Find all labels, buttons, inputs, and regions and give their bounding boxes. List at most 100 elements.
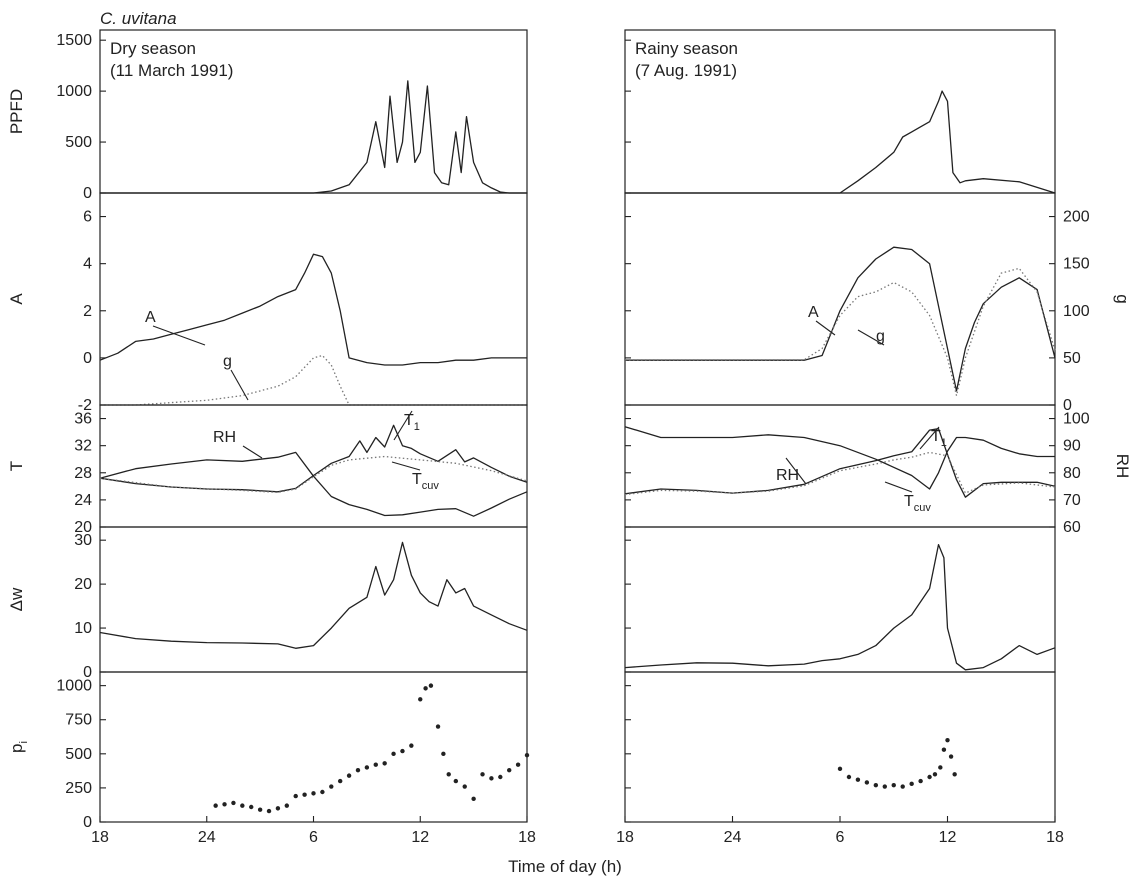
rainy-xtick-label: 18 [616, 829, 634, 846]
rainy-row-5-series-1-point [855, 777, 861, 782]
rainy-row-2-series-a-line [625, 246, 1056, 392]
rainy-row-3-annot-rh: RH [776, 467, 799, 484]
rainy-panel: 0 50 100 150 200 g Ag 60 70 80 90 100 RH RH T1 Tcuv 18 24… [616, 29, 1130, 846]
species-label: C. uvitana [100, 9, 177, 28]
rainy-row-3-annot-t1-leader [919, 426, 940, 450]
dry-row-4-ytick-label: 0 [83, 664, 92, 681]
dry-row-5-series-1-point [435, 724, 441, 729]
rainy-row-3-series-t1-line [624, 428, 1056, 498]
dry-row-1-ytick-label: 500 [65, 134, 92, 151]
dry-row-5-series-1-point [222, 802, 227, 807]
dry-row-5-series-1-point [320, 789, 325, 795]
dry-row-5-series-1-point [240, 803, 245, 808]
dry-xtick-label: 6 [309, 829, 318, 846]
rainy-row-4-frame [624, 526, 1056, 673]
dry-row-5-series-1-point [446, 772, 451, 777]
dry-row-5-series-1-point [302, 792, 307, 797]
rainy-row-3-y2tick-label: 90 [1063, 438, 1081, 455]
dry-row-2-annot-g: g [223, 353, 232, 370]
dry-row-5-series-1-point [213, 803, 218, 808]
dry-row-5-series-1-point [515, 762, 521, 767]
rainy-row-5-series-1-point [945, 737, 950, 743]
rainy-row-2-y2tick-label: 0 [1063, 397, 1072, 414]
dry-row-5-series-1-point [284, 803, 290, 808]
dry-row-5-series-1-point [423, 686, 428, 691]
dry-row-2-series-a-line [99, 253, 527, 366]
dry-row-5-series-1-point [231, 800, 236, 806]
dry-row-3-ytick-label: 36 [74, 411, 92, 428]
dry-row-4-ylabel: Δw [7, 587, 26, 611]
rainy-row-2-y2label: g [1113, 294, 1130, 303]
rainy-row-3-annot-tcuv: Tcuv [904, 493, 931, 514]
dry-row-3-annot-t1: T1 [404, 412, 420, 433]
dry-row-5-series-1-point [337, 778, 343, 784]
dry-row-2-annot-a-leader [152, 325, 206, 346]
rainy-row-5-series-1-point [864, 780, 870, 785]
dry-row-5-series-1-point [346, 773, 352, 778]
dry-row-5-series-1-point [266, 808, 272, 814]
dry-row-1-series-1-line [100, 80, 527, 194]
dry-row-2-ylabel: A [7, 293, 26, 305]
dry-row-5-series-1-point [382, 761, 387, 766]
dry-row-4-ytick-label: 10 [74, 620, 92, 637]
rainy-row-2-y2tick-label: 150 [1063, 256, 1090, 273]
rainy-row-2-annot-a: A [808, 304, 819, 321]
rainy-xtick-label: 12 [939, 829, 957, 846]
dry-row-5-series-1-point [489, 776, 494, 781]
rainy-row-5-series-1-point [909, 781, 914, 787]
dry-row-2-series-g-line [100, 354, 527, 406]
dry-row-4-series-1-line [99, 541, 528, 649]
dry-row-5-ytick-label: 500 [65, 746, 92, 763]
dry-panel-title: Dry season [110, 39, 196, 58]
rainy-row-5-series-1-point [941, 747, 947, 752]
dry-row-3-series-t1-line [99, 424, 528, 493]
dry-row-3-ytick-label: 20 [74, 519, 92, 536]
x-axis-label: Time of day (h) [508, 857, 622, 876]
rainy-row-3-y2label: RH [1113, 454, 1130, 479]
rainy-panel-subtitle: (7 Aug. 1991) [635, 61, 737, 80]
dry-row-5-series-1-point [441, 751, 446, 757]
dry-row-3-frame [99, 404, 528, 528]
rainy-row-4-series-1-line [624, 543, 1056, 671]
dry-row-5-ylabel: pi [7, 741, 30, 753]
dry-row-3-annot-rh: RH [213, 429, 236, 446]
rainy-row-3-annot-tcuv-leader [884, 481, 913, 493]
dry-row-2-ytick-label: 4 [83, 256, 92, 273]
dry-row-5-series-1-point [364, 765, 370, 770]
rainy-row-5-series-1-point [873, 782, 879, 788]
dry-panel-subtitle: (11 March 1991) [110, 61, 233, 80]
dry-xtick-label: 18 [91, 829, 109, 846]
dry-xtick-label: 18 [518, 829, 536, 846]
dry-row-1-ytick-label: 1500 [56, 32, 92, 49]
rainy-row-2-annot-a-leader [815, 320, 836, 336]
dry-xtick-label: 24 [198, 829, 216, 846]
rainy-row-2-series-g-line [625, 267, 1056, 396]
dry-row-5-series-1-point [257, 807, 263, 812]
dry-row-3-ytick-label: 24 [74, 492, 92, 509]
dry-row-3-ytick-label: 32 [74, 438, 92, 455]
rainy-row-3-y2tick-label: 70 [1063, 492, 1081, 509]
dry-row-4-ytick-label: 20 [74, 576, 92, 593]
dry-row-1-ytick-label: 0 [83, 185, 92, 202]
dry-row-5-series-1-point [428, 683, 434, 688]
rainy-row-5-series-1-point [932, 772, 938, 777]
rainy-row-2-annot-g: g [876, 328, 885, 345]
rainy-row-5-series-1-point [900, 784, 905, 789]
rainy-row-3-annot-t1: T1 [931, 428, 947, 449]
rainy-row-3-annot-rh-leader [785, 457, 807, 485]
dry-row-3-series-rh-line [99, 451, 528, 517]
dry-row-5-frame [99, 671, 528, 823]
rainy-row-2-y2tick-label: 100 [1063, 303, 1090, 320]
rainy-panel-title: Rainy season [635, 39, 738, 58]
dry-row-4-frame [99, 526, 528, 673]
dry-row-5-series-1-point [462, 784, 467, 789]
rainy-row-3-series-rh-line [624, 426, 1055, 490]
rainy-row-2-y2tick-label: 50 [1063, 350, 1081, 367]
rainy-row-3-frame [624, 404, 1056, 528]
dry-row-5-series-1-point [275, 806, 281, 811]
dry-row-3-series-tcuv-line [99, 455, 528, 494]
rainy-row-5-series-1-point [918, 778, 923, 784]
dry-row-5-series-1-point [391, 751, 396, 757]
